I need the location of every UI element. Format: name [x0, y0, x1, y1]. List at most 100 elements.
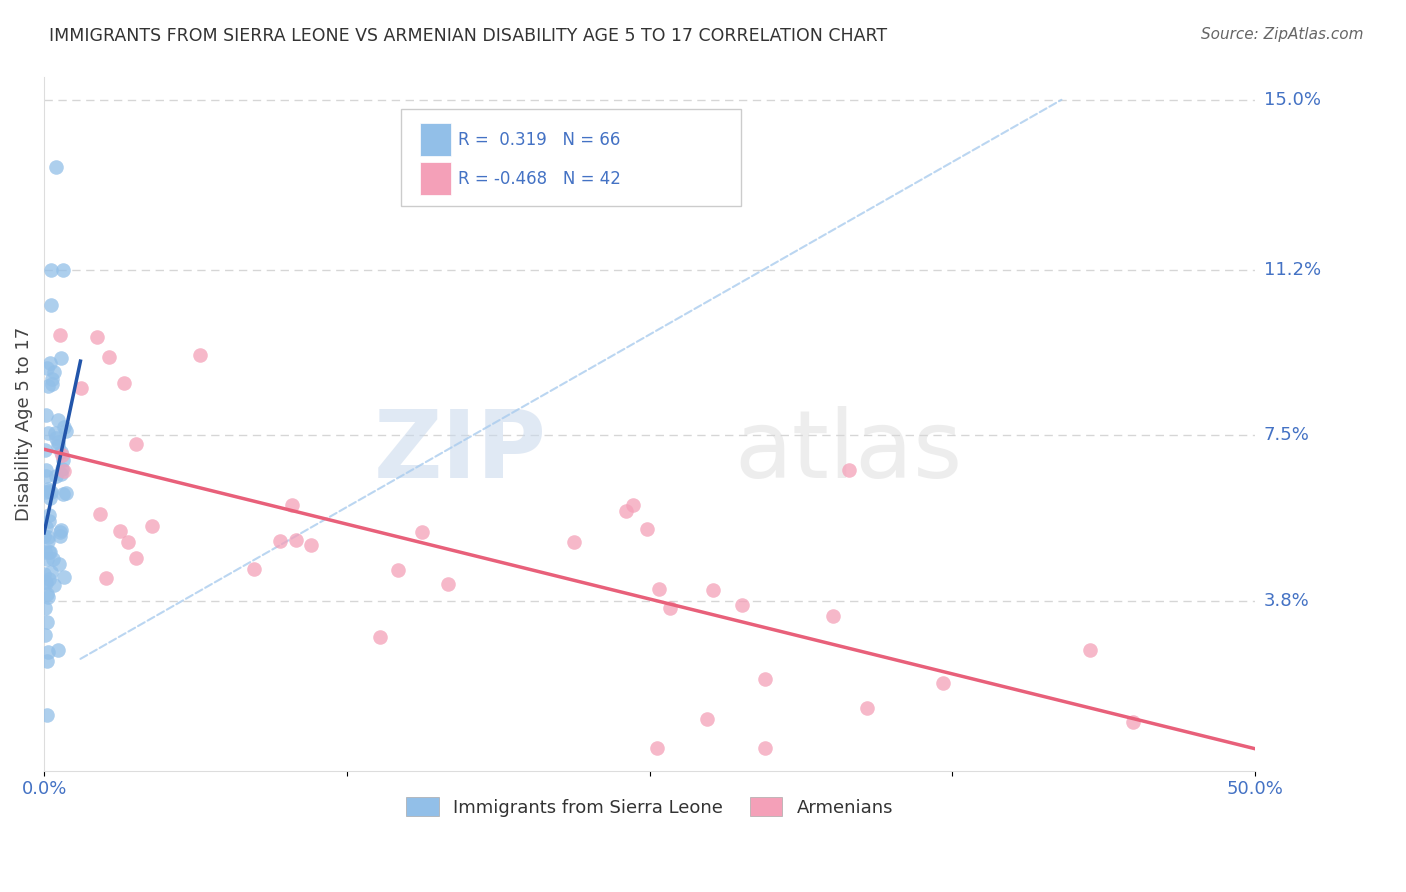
- Point: [39, 298, 62, 312]
- Point: [39, 491, 62, 505]
- Text: 11.2%: 11.2%: [1264, 260, 1320, 279]
- Point: [35, 552, 58, 566]
- Point: [696, 712, 718, 726]
- Point: [368, 630, 391, 644]
- Point: [51, 462, 73, 476]
- Point: [38, 356, 60, 370]
- Point: [648, 582, 671, 596]
- Point: [838, 463, 860, 477]
- Point: [37, 645, 59, 659]
- Point: [52, 453, 75, 467]
- Point: [856, 701, 879, 715]
- Point: [437, 576, 460, 591]
- Point: [37, 587, 59, 601]
- Y-axis label: Disability Age 5 to 17: Disability Age 5 to 17: [15, 327, 32, 521]
- Point: [39, 485, 62, 500]
- Point: [114, 376, 136, 390]
- Point: [34, 442, 56, 457]
- Point: [614, 504, 637, 518]
- Point: [41, 262, 63, 277]
- Point: [659, 601, 682, 615]
- Point: [34, 601, 56, 615]
- Point: [34, 484, 56, 499]
- Point: [55, 424, 77, 438]
- Point: [35, 654, 58, 668]
- Point: [125, 551, 148, 566]
- Point: [51, 448, 73, 462]
- Point: [49, 525, 72, 540]
- Point: [38, 514, 60, 528]
- Point: [38, 572, 60, 586]
- Text: ZIP: ZIP: [374, 406, 547, 498]
- Point: [35, 469, 58, 483]
- Point: [41, 377, 63, 392]
- Point: [37, 379, 59, 393]
- Point: [52, 262, 75, 277]
- Text: 3.8%: 3.8%: [1264, 591, 1309, 610]
- Point: [39, 545, 62, 559]
- Point: [53, 570, 76, 584]
- Point: [42, 551, 65, 566]
- Point: [98, 350, 121, 364]
- Text: IMMIGRANTS FROM SIERRA LEONE VS ARMENIAN DISABILITY AGE 5 TO 17 CORRELATION CHAR: IMMIGRANTS FROM SIERRA LEONE VS ARMENIAN…: [49, 27, 887, 45]
- Point: [46, 434, 69, 449]
- FancyBboxPatch shape: [419, 123, 451, 156]
- Point: [49, 351, 72, 366]
- Point: [285, 533, 308, 548]
- Point: [38, 484, 60, 499]
- Point: [125, 437, 148, 451]
- Point: [34, 409, 56, 423]
- Point: [51, 445, 73, 459]
- Point: [931, 676, 953, 690]
- Point: [45, 431, 67, 445]
- Text: Source: ZipAtlas.com: Source: ZipAtlas.com: [1201, 27, 1364, 42]
- Point: [49, 523, 72, 537]
- Point: [141, 518, 163, 533]
- Point: [52, 419, 75, 434]
- Point: [299, 538, 322, 552]
- Point: [34, 545, 56, 559]
- Point: [243, 562, 266, 576]
- Point: [645, 741, 668, 756]
- Point: [636, 522, 658, 536]
- Point: [37, 615, 59, 629]
- Point: [45, 469, 67, 483]
- Point: [46, 643, 69, 657]
- Point: [42, 365, 65, 379]
- Point: [34, 574, 56, 589]
- Point: [37, 482, 59, 496]
- Text: 15.0%: 15.0%: [1264, 91, 1320, 109]
- Text: atlas: atlas: [734, 406, 963, 498]
- Point: [35, 361, 58, 376]
- Point: [48, 558, 70, 572]
- Point: [55, 486, 77, 500]
- Point: [46, 439, 69, 453]
- Point: [269, 533, 291, 548]
- Point: [34, 567, 56, 582]
- Point: [53, 464, 76, 478]
- Point: [89, 507, 111, 521]
- Point: [621, 498, 644, 512]
- Text: 7.5%: 7.5%: [1264, 426, 1309, 444]
- Point: [41, 565, 63, 579]
- Point: [117, 534, 139, 549]
- Point: [86, 329, 108, 343]
- Point: [35, 575, 58, 590]
- Point: [41, 371, 63, 385]
- Point: [702, 583, 724, 598]
- Point: [35, 708, 58, 723]
- FancyBboxPatch shape: [419, 162, 451, 195]
- Point: [46, 413, 69, 427]
- Point: [49, 467, 72, 481]
- Point: [754, 672, 776, 686]
- Point: [411, 525, 433, 540]
- Point: [387, 563, 409, 577]
- Legend: Immigrants from Sierra Leone, Armenians: Immigrants from Sierra Leone, Armenians: [399, 790, 901, 824]
- Point: [37, 530, 59, 544]
- Point: [44, 425, 66, 440]
- Point: [1078, 642, 1101, 657]
- Point: [280, 498, 302, 512]
- Point: [96, 571, 118, 585]
- Point: [35, 463, 58, 477]
- Point: [1122, 714, 1144, 729]
